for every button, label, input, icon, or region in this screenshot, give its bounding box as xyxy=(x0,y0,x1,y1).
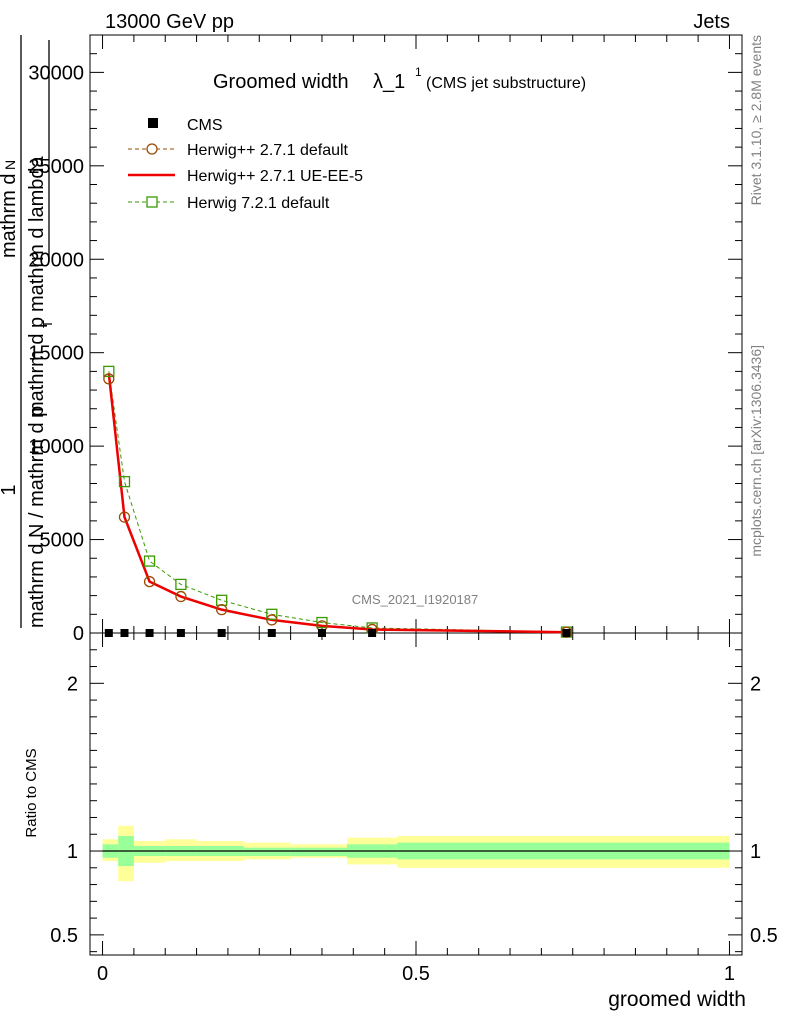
ratio-y-tick-label-left: 2 xyxy=(67,673,78,695)
ylabel-mid: mathrm d p xyxy=(26,317,48,418)
ratio-green-band xyxy=(290,847,348,857)
ratio-bands xyxy=(102,825,730,882)
x-tick-label: 0.5 xyxy=(402,963,430,985)
title-lambda: λ_1 xyxy=(373,71,405,93)
x-tick-label: 0 xyxy=(97,963,108,985)
series-cms-point xyxy=(145,629,154,637)
series-cms-point xyxy=(217,629,226,637)
ratio-y-tick-label-left: 1 xyxy=(67,841,78,863)
legend-herwig7-marker xyxy=(146,196,158,208)
series-herwigpp-default-point xyxy=(103,373,115,385)
title-sup: 1 xyxy=(415,65,422,79)
series-herwigpp-ueee5-line xyxy=(107,373,567,634)
legend-herwigpp-ueee5-label: Herwig++ 2.7.1 UE-EE-5 xyxy=(187,168,363,185)
ratio-plot-frame xyxy=(89,632,743,956)
legend-cms-marker xyxy=(148,118,158,128)
main-y-tick-label: 15000 xyxy=(28,343,84,365)
ratio-green-band xyxy=(243,847,291,857)
ratio-y-tick-label-right: 0.5 xyxy=(750,925,778,947)
series-herwigpp-default-point xyxy=(266,614,278,626)
main-y-tick-label: 10000 xyxy=(28,436,84,458)
series-cms-point xyxy=(104,629,113,637)
series-herwig7-point xyxy=(118,475,131,488)
series-herwigpp-default-point xyxy=(143,575,156,588)
main-y-tick-label: 20000 xyxy=(28,249,84,271)
series-cms-point xyxy=(368,629,377,637)
series-herwig7-point xyxy=(316,616,328,629)
header-left: 13000 GeV pp xyxy=(105,11,234,33)
ylabel-denominator: mathrm d N / mathrm d p xyxy=(26,406,48,628)
main-y-tick-label: 5000 xyxy=(40,530,85,552)
series-herwig7-line xyxy=(108,371,567,633)
ylabel-numerator: 1 xyxy=(0,484,20,495)
series-herwig7-point xyxy=(216,594,228,606)
series-cms-point xyxy=(120,629,129,637)
chart-title: Groomed width λ_1 1 (CMS jet substructur… xyxy=(213,65,586,93)
series-cms-point xyxy=(562,629,571,637)
legend-herwigpp-default-marker xyxy=(146,143,158,155)
ratio-y-tick-label-left: 0.5 xyxy=(50,925,78,947)
title-main: Groomed width xyxy=(213,71,349,93)
legend-cms-label: CMS xyxy=(187,117,223,134)
x-axis-label: groomed width xyxy=(608,988,746,1011)
legend: CMS Herwig++ 2.7.1 default Herwig++ 2.7.… xyxy=(128,117,363,212)
series-cms-point xyxy=(267,629,276,637)
series-herwig7-point xyxy=(266,608,278,620)
legend-herwigpp-default-label: Herwig++ 2.7.1 default xyxy=(187,142,349,159)
series-cms-point xyxy=(176,629,185,637)
main-y-axis-label: 1 mathrm d N / mathrm d p mathrm d N mat… xyxy=(0,35,55,628)
x-tick-label: 1 xyxy=(724,963,735,985)
series-herwigpp-default-point xyxy=(175,590,187,603)
header-right: Jets xyxy=(693,11,730,33)
analysis-watermark: CMS_2021_I1920187 xyxy=(352,592,479,607)
ratio-y-tick-label-right: 2 xyxy=(750,673,761,695)
series-herwigpp-default-point xyxy=(216,603,228,616)
main-y-tick-label: 30000 xyxy=(28,62,84,84)
ratio-y-axis-label: Ratio to CMS xyxy=(23,748,40,837)
side-rivet-label: Rivet 3.1.10, ≥ 2.8M events xyxy=(748,35,764,205)
ylabel-sub: T xyxy=(40,320,55,328)
side-mcplots-label: mcplots.cern.ch [arXiv:1306.3436] xyxy=(748,345,764,557)
series-layer xyxy=(103,365,573,638)
series-cms-point xyxy=(317,629,326,637)
ratio-y-tick-label-right: 1 xyxy=(750,841,761,863)
series-herwig7-point xyxy=(103,365,115,378)
ylabel-top: mathrm d xyxy=(0,174,20,258)
main-y-tick-label: 25000 xyxy=(28,156,84,178)
series-herwig7-point xyxy=(175,578,187,591)
series-herwigpp-default-point xyxy=(560,626,573,638)
axes-ticks: 0 5000 10000 15000 20000 25000 30000 0 0.5 1 0.5 0.… xyxy=(28,34,778,985)
title-suffix: (CMS jet substructure) xyxy=(426,75,586,92)
main-y-tick-label: 0 xyxy=(73,623,84,645)
series-herwigpp-default-point xyxy=(118,511,131,523)
ylabel-end: mathrm d lambda xyxy=(26,156,48,312)
legend-herwig7-label: Herwig 7.2.1 default xyxy=(187,195,330,212)
series-herwig7-point xyxy=(143,555,156,567)
ylabel-n: N xyxy=(2,160,18,170)
